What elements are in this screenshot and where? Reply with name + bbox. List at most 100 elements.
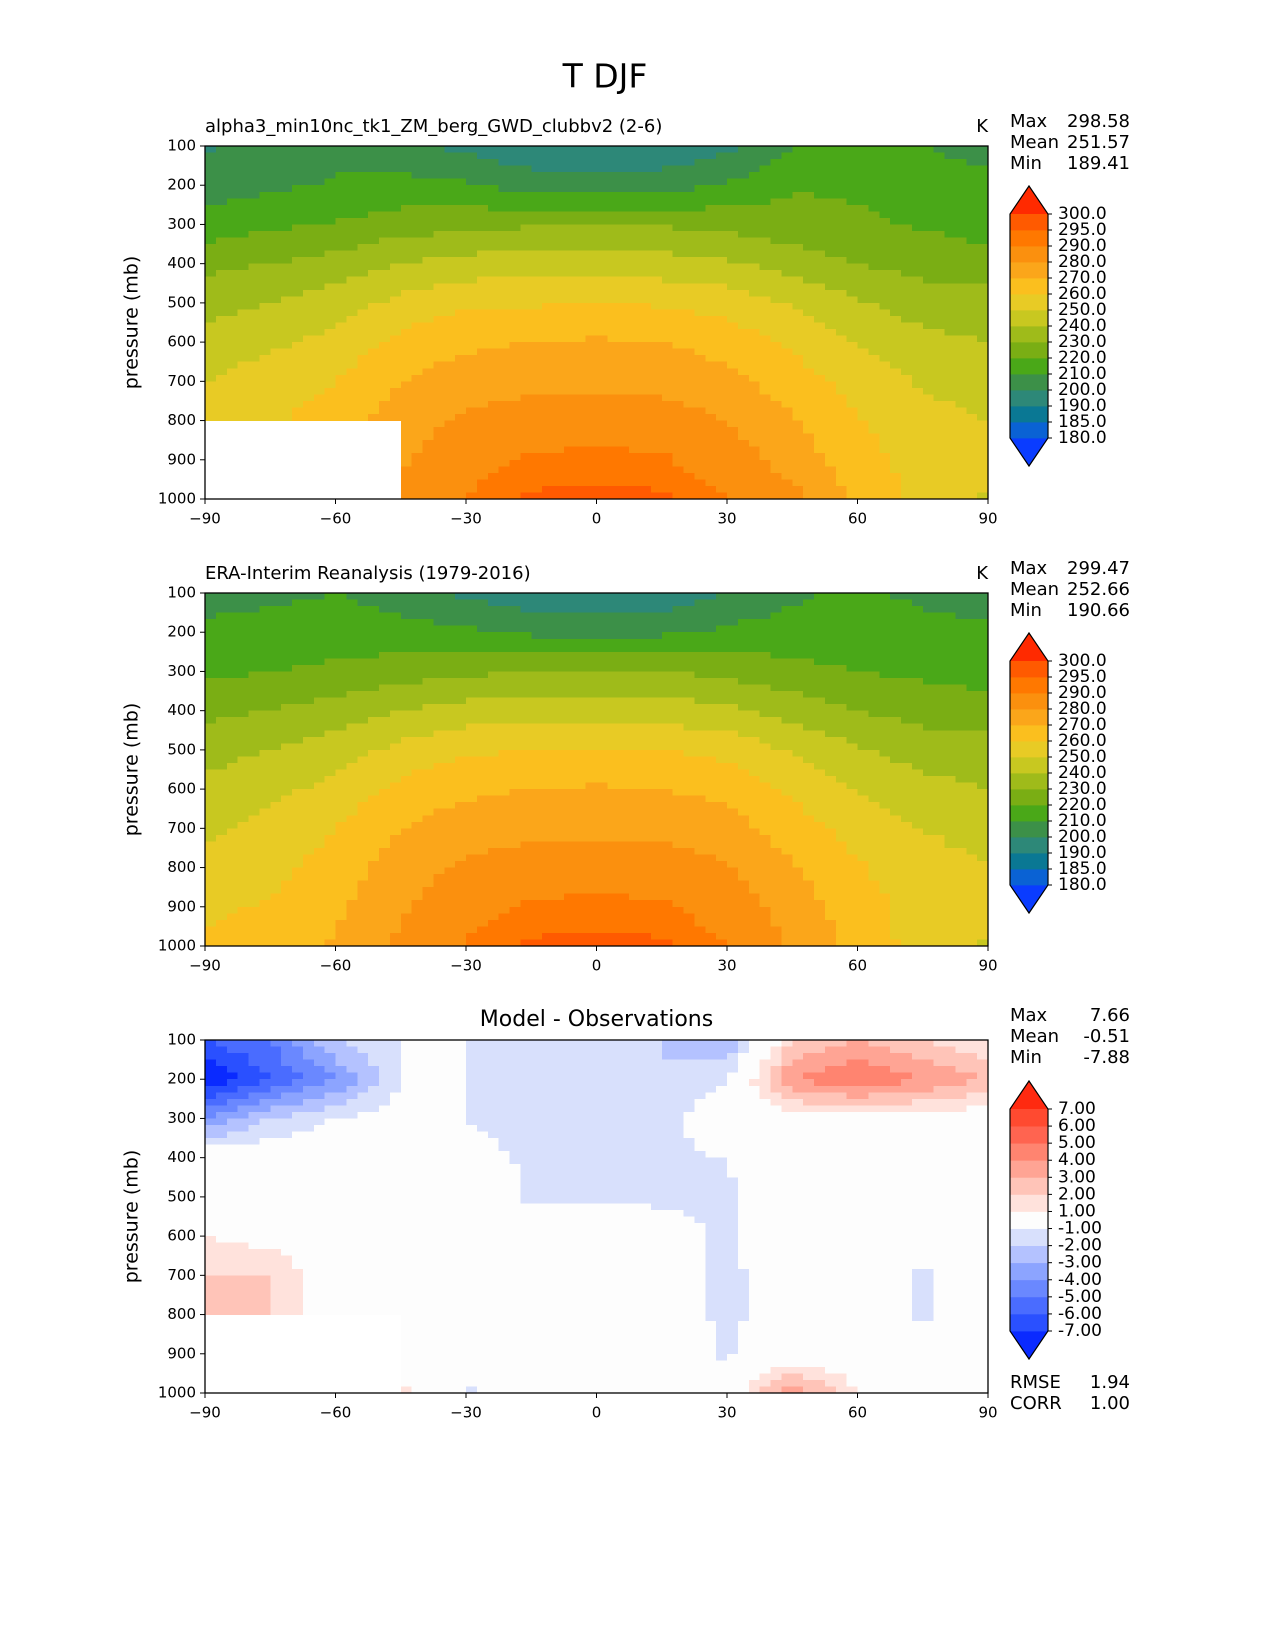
contour-cell <box>650 651 663 659</box>
contour-cell <box>553 368 565 376</box>
contour-cell <box>563 645 576 653</box>
contour-cell <box>629 433 641 441</box>
contour-cell <box>727 315 739 324</box>
contour-cell <box>520 684 532 692</box>
contour-cell <box>890 459 902 467</box>
contour-cell <box>553 289 565 297</box>
contour-cell <box>846 381 859 389</box>
contour-cell <box>607 632 619 640</box>
contour-cell <box>498 198 511 206</box>
contour-cell <box>400 387 413 396</box>
contour-cell <box>476 322 489 330</box>
contour-cell <box>563 146 576 154</box>
contour-cell <box>455 283 467 291</box>
contour-cell <box>433 152 445 160</box>
contour-cell <box>531 684 543 692</box>
contour-cell <box>248 198 260 206</box>
contour-cell <box>879 309 891 317</box>
contour-cell <box>694 263 706 271</box>
contour-cell <box>455 224 467 232</box>
contour-cell <box>270 612 282 620</box>
contour-cell <box>977 224 989 232</box>
contour-cell <box>944 599 956 607</box>
contour-cell <box>737 479 750 487</box>
contour-cell <box>911 485 924 494</box>
contour-cell <box>748 374 761 382</box>
contour-cell <box>531 309 543 317</box>
contour-cell <box>292 632 304 640</box>
contour-cell <box>607 276 619 284</box>
contour-cell <box>248 296 260 304</box>
contour-cell <box>487 664 500 673</box>
colorbar-label: 290.0 <box>1058 236 1107 256</box>
contour-cell <box>302 191 315 199</box>
contour-cell <box>411 414 424 422</box>
contour-cell <box>226 283 239 291</box>
contour-cell <box>411 191 424 199</box>
contour-cell <box>803 677 815 686</box>
contour-cell <box>585 691 598 699</box>
contour-cell <box>922 658 935 666</box>
contour-cell <box>205 204 217 212</box>
contour-cell <box>879 250 891 258</box>
contour-cell <box>737 361 750 369</box>
contour-cell <box>531 217 543 226</box>
contour-cell <box>302 230 315 239</box>
contour-cell <box>422 276 434 284</box>
contour-cell <box>422 159 434 167</box>
contour-cell <box>455 479 467 487</box>
contour-cell <box>324 204 337 212</box>
contour-cell <box>281 335 293 343</box>
contour-cell <box>824 152 837 160</box>
contour-cell <box>955 230 967 239</box>
contour-cell <box>389 224 402 232</box>
contour-cell <box>476 257 489 265</box>
contour-cell <box>868 677 880 686</box>
stat-value: 251.57 <box>1067 132 1130 153</box>
contour-cell <box>248 374 260 382</box>
contour-cell <box>618 658 630 666</box>
contour-cell <box>433 394 445 402</box>
contour-cell <box>531 671 543 679</box>
contour-cell <box>879 671 891 679</box>
contour-cell <box>803 250 815 258</box>
contour-cell <box>205 612 217 620</box>
contour-cell <box>444 198 456 206</box>
contour-cell <box>226 671 239 679</box>
contour-cell <box>814 276 826 284</box>
contour-cell <box>966 270 978 278</box>
contour-cell <box>824 420 837 428</box>
contour-cell <box>890 664 902 673</box>
contour-cell <box>835 172 848 180</box>
contour-cell <box>846 612 859 620</box>
contour-cell <box>226 599 239 607</box>
contour-cell <box>509 296 521 304</box>
contour-cell <box>542 485 554 494</box>
contour-cell <box>966 237 978 245</box>
contour-cell <box>259 619 271 627</box>
contour-cell <box>748 704 761 712</box>
contour-cell <box>814 322 826 330</box>
contour-cell <box>563 658 576 666</box>
contour-cell <box>487 407 500 415</box>
contour-cell <box>890 492 902 500</box>
contour-cell <box>313 152 326 160</box>
contour-cell <box>368 684 380 692</box>
contour-cell <box>281 348 293 356</box>
contour-cell <box>607 322 619 330</box>
contour-cell <box>803 407 815 415</box>
contour-cell <box>846 593 859 601</box>
contour-cell <box>727 612 739 620</box>
contour-cell <box>955 407 967 415</box>
contour-cell <box>226 146 239 154</box>
contour-cell <box>977 645 989 653</box>
contour-cell <box>411 185 424 193</box>
contour-cell <box>933 329 946 337</box>
contour-cell <box>803 651 815 659</box>
contour-cell <box>313 361 326 369</box>
contour-cell <box>672 492 685 500</box>
contour-cell <box>890 427 902 435</box>
contour-cell <box>585 178 598 186</box>
contour-cell <box>520 165 532 173</box>
contour-cell <box>824 342 837 350</box>
